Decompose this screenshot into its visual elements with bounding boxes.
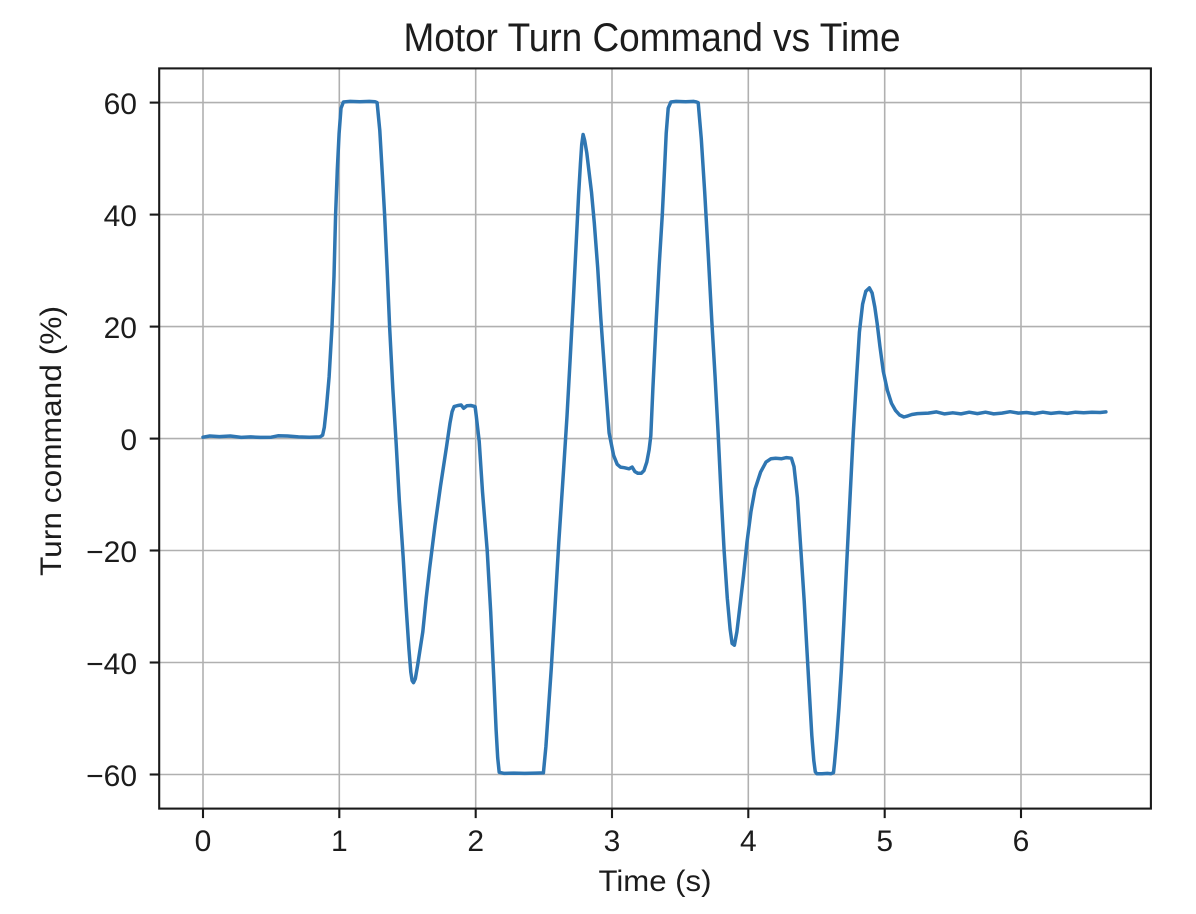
svg-text:1: 1 <box>331 825 348 858</box>
svg-text:0: 0 <box>195 825 212 858</box>
svg-text:2: 2 <box>467 825 484 858</box>
svg-text:Time (s): Time (s) <box>599 865 712 898</box>
svg-text:40: 40 <box>104 200 137 233</box>
svg-text:−40: −40 <box>86 648 137 681</box>
svg-text:−60: −60 <box>86 760 137 793</box>
svg-text:4: 4 <box>740 825 757 858</box>
svg-text:Turn command (%): Turn command (%) <box>35 306 68 576</box>
svg-text:−20: −20 <box>86 536 137 569</box>
svg-text:3: 3 <box>604 825 621 858</box>
svg-text:20: 20 <box>104 312 137 345</box>
svg-text:0: 0 <box>120 424 137 457</box>
svg-text:5: 5 <box>876 825 893 858</box>
svg-text:6: 6 <box>1013 825 1030 858</box>
svg-text:60: 60 <box>104 88 137 121</box>
svg-text:Motor Turn Command vs Time: Motor Turn Command vs Time <box>404 16 901 60</box>
